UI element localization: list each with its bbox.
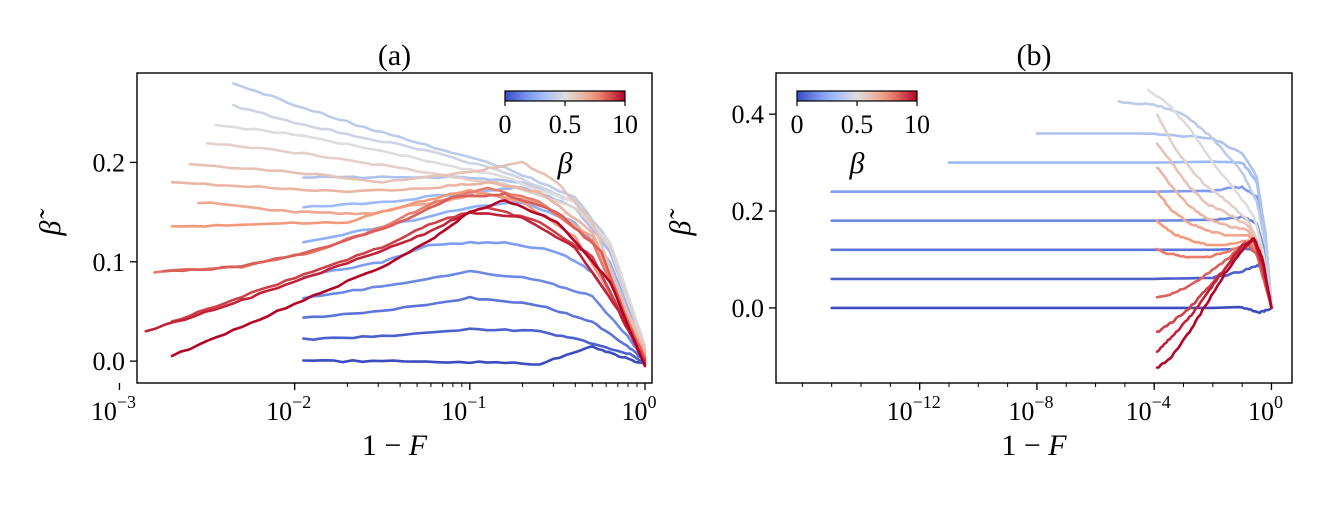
- series-line: [1155, 238, 1273, 353]
- series-line: [1155, 237, 1273, 369]
- x-axis-label: 1 − F: [1001, 429, 1067, 462]
- x-tick-label: 100: [1248, 392, 1283, 426]
- series-line: [302, 269, 647, 361]
- y-tick-label: 0.0: [93, 347, 126, 376]
- series-line: [1117, 99, 1273, 310]
- colorbar: [796, 90, 918, 102]
- y-axis-label: β̃: [664, 209, 697, 237]
- x-tick-label: 100: [621, 392, 656, 426]
- colorbar-label: β: [849, 147, 865, 180]
- y-tick-label: 0.2: [732, 197, 765, 226]
- series-group: [144, 82, 647, 368]
- series-line: [830, 305, 1273, 315]
- x-tick-label: 10−8: [1008, 392, 1053, 426]
- y-tick-label: 0.2: [93, 148, 126, 177]
- x-tick-label: 10−2: [266, 392, 311, 426]
- panel-a: 10−3 10−2 10−1 100 0.0 0.1 0.2 (a) 1 − F β̃ 0 0.5 10…: [34, 39, 656, 462]
- x-tick-label: 10−4: [1126, 392, 1171, 426]
- x-tick-label: 10−1: [441, 392, 486, 426]
- series-line: [214, 123, 647, 348]
- series-line: [1155, 240, 1273, 310]
- series-line: [232, 82, 647, 348]
- series-line: [302, 295, 647, 363]
- axes-frame: [775, 72, 1293, 384]
- series-line: [1147, 88, 1273, 310]
- panel-b: 10−12 10−8 10−4 100 0.0 0.2 0.4 (b) 1 − F β̃ 0 0.5 1…: [664, 39, 1293, 462]
- series-line: [830, 263, 1273, 310]
- series-line: [188, 160, 647, 353]
- series-line: [170, 206, 647, 363]
- chart-title: (b): [1017, 39, 1052, 72]
- y-tick-label: 0.1: [93, 248, 126, 277]
- y-tick-label: 0.4: [732, 100, 765, 129]
- series-line: [144, 211, 647, 366]
- series-line: [1035, 132, 1273, 310]
- chart-title: (a): [378, 39, 411, 72]
- y-axis-label: β̃: [34, 209, 67, 237]
- series-line: [302, 344, 647, 366]
- x-tick-label: 10−12: [887, 392, 941, 426]
- series-line: [1155, 113, 1273, 310]
- series-line: [302, 327, 647, 365]
- series-line: [205, 142, 647, 351]
- y-tick-label: 0.0: [732, 294, 765, 323]
- colorbar-tick-label: 0.5: [549, 110, 582, 139]
- series-group: [830, 88, 1273, 369]
- axes-frame: [136, 72, 653, 384]
- colorbar-tick-label: 0: [791, 110, 804, 139]
- colorbar-tick-label: 0: [499, 110, 512, 139]
- colorbar-tick-label: 0.5: [841, 110, 874, 139]
- series-line: [170, 199, 647, 368]
- colorbar: [504, 90, 626, 102]
- x-axis-label: 1 − F: [362, 429, 428, 462]
- x-tick-label: 10−3: [91, 392, 136, 426]
- colorbar-tick-label: 10: [904, 110, 930, 139]
- colorbar-tick-label: 10: [612, 110, 638, 139]
- series-line: [162, 192, 647, 361]
- colorbar-label: β: [557, 147, 573, 180]
